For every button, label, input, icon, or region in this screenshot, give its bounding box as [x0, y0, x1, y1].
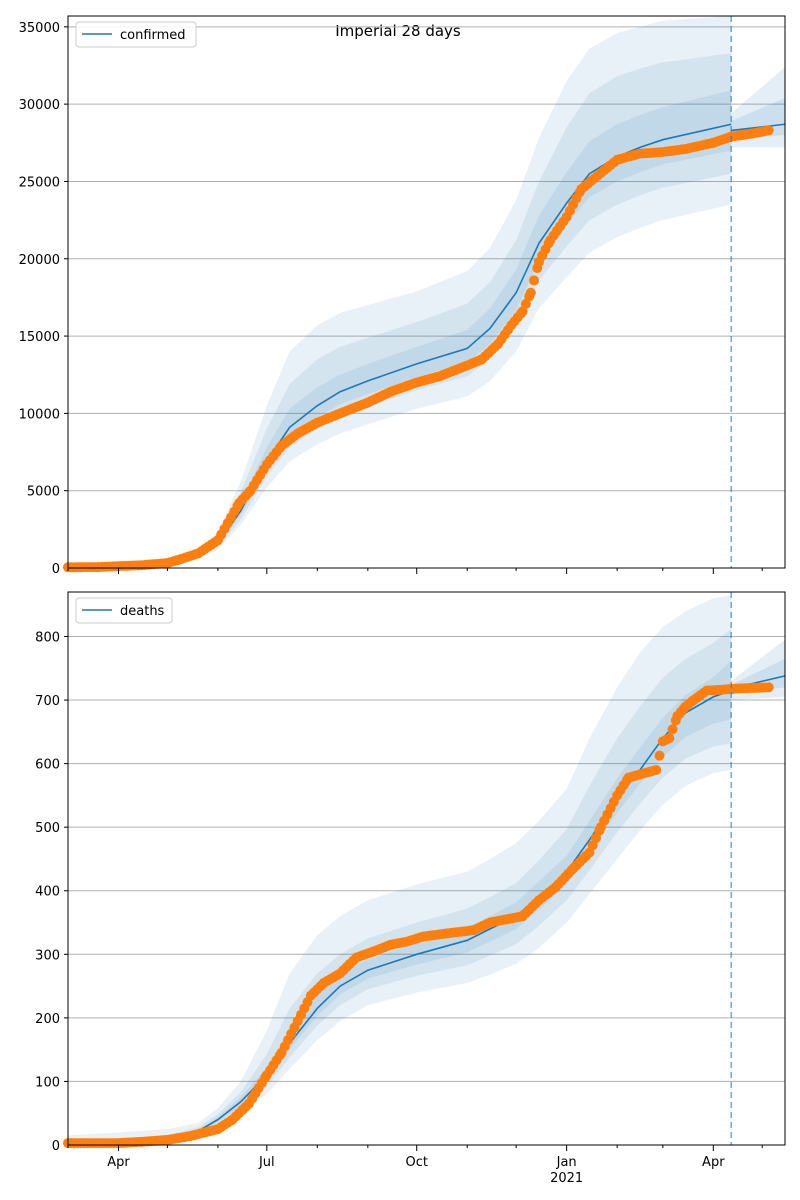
confidence-band [68, 628, 732, 1145]
x-tick-label: Jan [556, 1155, 577, 1170]
y-tick-label: 5000 [27, 485, 60, 500]
y-tick-label: 400 [35, 885, 60, 900]
y-tick-label: 10000 [19, 407, 60, 422]
confidence-band [68, 16, 732, 568]
observed-point [763, 682, 774, 693]
x-tick-sublabel: 2021 [550, 1171, 583, 1186]
legend-box [75, 21, 197, 48]
observed-point [654, 750, 665, 761]
observed-point [664, 733, 675, 744]
observed-point [763, 125, 774, 136]
legend-box [75, 597, 173, 624]
confidence-band [68, 595, 732, 1145]
x-tick-label: Jul [258, 1155, 275, 1170]
y-tick-label: 700 [35, 694, 60, 709]
y-tick-label: 35000 [19, 21, 60, 36]
legend-label: confirmed [120, 28, 186, 43]
legend-label: deaths [120, 604, 165, 619]
observed-point [525, 287, 536, 298]
y-tick-label: 20000 [19, 253, 60, 268]
y-tick-label: 0 [52, 562, 60, 577]
y-tick-label: 200 [35, 1012, 60, 1027]
observed-point [667, 724, 678, 735]
y-tick-label: 30000 [19, 98, 60, 113]
y-tick-label: 100 [35, 1075, 60, 1090]
chart-suptitle: Imperial 28 days [335, 22, 461, 40]
y-tick-label: 25000 [19, 175, 60, 190]
model-line [67, 689, 732, 1146]
observed-points [63, 125, 774, 573]
y-tick-label: 600 [35, 758, 60, 773]
y-tick-label: 15000 [19, 330, 60, 345]
x-tick-label: Apr [702, 1155, 725, 1170]
confirmed-panel: 0 5000 10000 15000 20000 25000 30000 35000 confi… [19, 15, 786, 577]
y-tick-label: 300 [35, 948, 60, 963]
plot-frame [67, 591, 786, 1146]
legend: confirmed [75, 21, 197, 48]
x-tick-label: Oct [405, 1155, 427, 1170]
x-tick-label: Apr [107, 1155, 130, 1170]
y-tick-label: 0 [52, 1139, 60, 1154]
observed-point [651, 764, 662, 775]
y-tick-label: 500 [35, 821, 60, 836]
observed-points [63, 682, 774, 1149]
y-tick-label: 800 [35, 630, 60, 645]
model-extension-line [731, 123, 786, 132]
plot-frame [67, 15, 786, 569]
deaths-panel: 0 100 200 300 400 500 600 700 800 Apr Jul Oct Jan202… [35, 591, 786, 1186]
legend: deaths [75, 597, 173, 624]
confidence-band [68, 53, 732, 568]
observed-point [529, 275, 540, 286]
